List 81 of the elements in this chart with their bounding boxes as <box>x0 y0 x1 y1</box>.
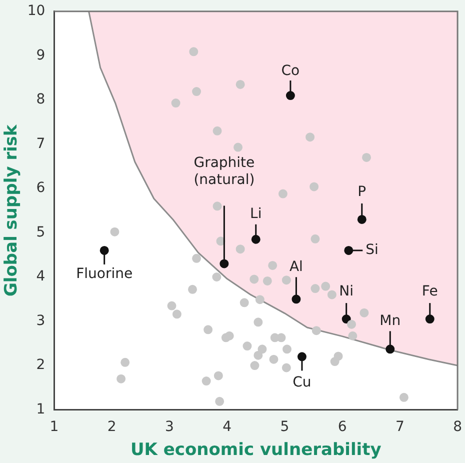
point <box>120 358 130 367</box>
y-tick-label: 10 <box>27 3 46 20</box>
point <box>278 189 288 198</box>
y-tick-label: 9 <box>36 47 46 64</box>
point <box>110 227 120 236</box>
point <box>262 276 272 286</box>
point <box>362 152 372 162</box>
y-tick-label: 5 <box>36 224 46 240</box>
point <box>347 320 356 329</box>
point <box>236 244 245 254</box>
y-tick-label: 1 <box>36 401 46 418</box>
point <box>282 344 292 354</box>
point <box>240 298 249 308</box>
point <box>399 392 408 402</box>
annotation: Cu <box>292 374 312 390</box>
point <box>360 308 369 318</box>
point <box>254 350 263 360</box>
point <box>204 325 213 334</box>
point <box>171 98 180 108</box>
point <box>282 363 291 372</box>
annotation: Mn <box>380 312 401 329</box>
point <box>242 342 252 351</box>
point <box>348 331 358 340</box>
point <box>250 274 259 284</box>
point <box>214 371 223 380</box>
point <box>189 47 198 56</box>
point <box>254 318 263 327</box>
point <box>212 272 222 282</box>
point <box>212 202 222 211</box>
point <box>192 87 202 96</box>
point <box>310 234 320 244</box>
point <box>167 301 176 310</box>
point <box>282 276 291 285</box>
y-tick-label: 4 <box>36 268 46 285</box>
x-tick-label: 8 <box>453 418 462 435</box>
point <box>236 80 245 89</box>
point <box>330 357 340 366</box>
x-tick-label: 3 <box>164 418 174 435</box>
y-tick-label: 6 <box>36 180 46 196</box>
point <box>250 361 260 370</box>
annotation: Li <box>250 206 262 222</box>
point <box>310 182 319 192</box>
point <box>258 344 267 354</box>
annotation: Al <box>289 258 303 275</box>
point <box>327 290 336 300</box>
point <box>192 254 202 263</box>
y-tick-label: 3 <box>36 312 46 329</box>
point <box>234 142 243 152</box>
annotation: Graphite (natural) <box>194 154 255 188</box>
x-tick-label: 6 <box>338 418 347 435</box>
x-tick-label: 2 <box>107 418 116 435</box>
point <box>255 295 264 304</box>
point <box>286 91 295 100</box>
point <box>188 284 197 294</box>
y-tick-label: 8 <box>36 92 46 108</box>
annotation: Si <box>366 242 378 258</box>
point <box>269 354 278 364</box>
point <box>172 310 182 319</box>
point <box>312 326 321 336</box>
x-tick-label: 7 <box>395 418 404 435</box>
point <box>202 376 211 386</box>
point <box>212 126 222 136</box>
y-axis-title: Global supply risk <box>2 124 22 297</box>
annotation: Fe <box>422 284 438 300</box>
x-tick-label: 1 <box>50 418 59 435</box>
x-tick-label: 4 <box>222 418 232 435</box>
point <box>116 374 126 384</box>
point <box>100 246 109 255</box>
point <box>306 132 315 142</box>
point <box>310 284 320 294</box>
x-tick-label: 5 <box>280 418 290 435</box>
annotation: Ni <box>339 284 354 300</box>
point <box>268 260 278 270</box>
y-tick-label: 2 <box>36 357 46 374</box>
point <box>321 282 330 291</box>
annotation: Co <box>281 63 300 80</box>
annotation: Fluorine <box>76 266 133 282</box>
annotation: P <box>358 184 366 200</box>
y-tick-label: 7 <box>36 136 46 152</box>
x-axis-title: UK economic vulnerability <box>130 440 382 460</box>
point <box>215 396 224 406</box>
